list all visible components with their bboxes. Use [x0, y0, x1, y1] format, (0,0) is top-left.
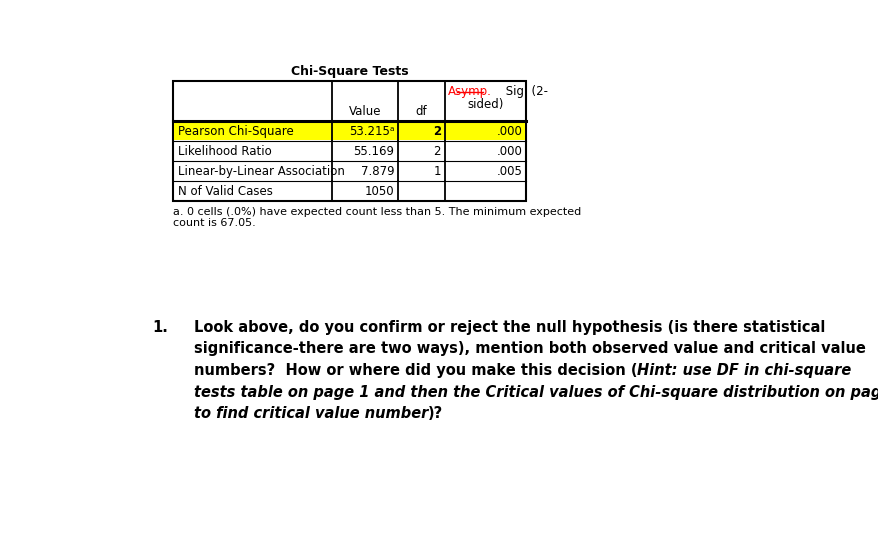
Text: Hint: use DF in chi-square: Hint: use DF in chi-square: [637, 363, 851, 378]
Text: 1: 1: [433, 165, 440, 178]
Text: 2: 2: [433, 145, 440, 158]
Text: significance-there are two ways), mention both observed value and critical value: significance-there are two ways), mentio…: [193, 341, 865, 356]
Text: 1.: 1.: [152, 320, 169, 335]
Text: N of Valid Cases: N of Valid Cases: [178, 185, 273, 198]
Text: df: df: [415, 105, 427, 118]
Text: count is 67.05.: count is 67.05.: [173, 218, 255, 228]
Text: tests table on page 1 and then the Critical values of Chi-square distribution on: tests table on page 1 and then the Criti…: [193, 385, 878, 399]
Text: a. 0 cells (.0%) have expected count less than 5. The minimum expected: a. 0 cells (.0%) have expected count les…: [173, 208, 581, 218]
Text: Likelihood Ratio: Likelihood Ratio: [178, 145, 271, 158]
Text: Sig. (2-: Sig. (2-: [502, 85, 548, 99]
Bar: [174, 122, 525, 140]
Text: to find critical value number: to find critical value number: [193, 406, 428, 421]
Text: .000: .000: [496, 125, 522, 138]
Text: .005: .005: [496, 165, 522, 178]
Text: )?: )?: [428, 406, 443, 421]
Bar: [173, 81, 525, 201]
Text: 7.879: 7.879: [360, 165, 394, 178]
Text: 53.215ᵃ: 53.215ᵃ: [349, 125, 394, 138]
Text: Linear-by-Linear Association: Linear-by-Linear Association: [178, 165, 344, 178]
Text: 1050: 1050: [364, 185, 394, 198]
Text: Asymp.: Asymp.: [448, 85, 491, 99]
Text: Chi-Square Tests: Chi-Square Tests: [291, 65, 408, 78]
Text: sided): sided): [466, 98, 503, 111]
Text: 55.169: 55.169: [353, 145, 394, 158]
Text: .000: .000: [496, 145, 522, 158]
Text: numbers?  How or where did you make this decision (: numbers? How or where did you make this …: [193, 363, 637, 378]
Text: 2: 2: [432, 125, 440, 138]
Text: Value: Value: [349, 105, 381, 118]
Text: Pearson Chi-Square: Pearson Chi-Square: [178, 125, 293, 138]
Text: Look above, do you confirm or reject the null hypothesis (is there statistical: Look above, do you confirm or reject the…: [193, 320, 824, 335]
